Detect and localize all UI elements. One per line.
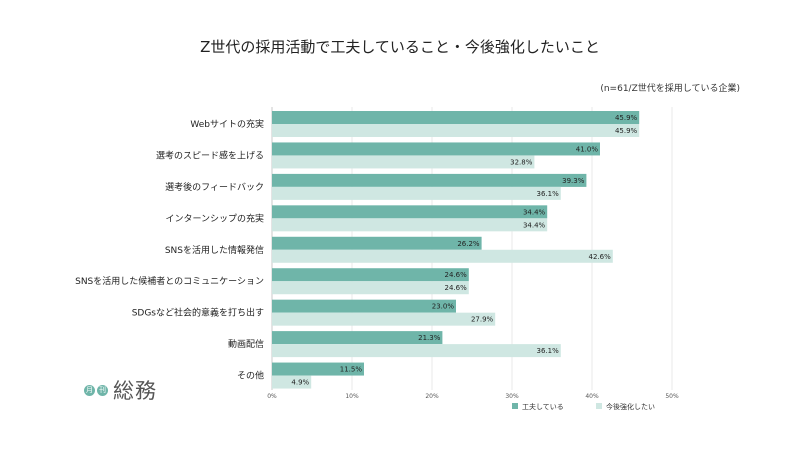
category-label: 動画配信 (228, 338, 264, 350)
bar (272, 124, 640, 137)
bar (272, 344, 561, 358)
data-label: 24.6% (445, 284, 468, 292)
bar (272, 362, 364, 376)
bar (272, 236, 482, 250)
category-label: SDGsなど社会的意義を打ち出す (132, 307, 264, 319)
data-label: 42.6% (589, 253, 612, 261)
data-label: 23.0% (432, 303, 455, 311)
data-label: 26.2% (457, 240, 480, 248)
bar (272, 111, 640, 124)
logo-dot-2: 刊 (97, 384, 108, 396)
data-label: 34.4% (523, 208, 546, 216)
data-label: 11.5% (340, 366, 363, 374)
data-label: 21.3% (418, 334, 441, 342)
bars (272, 111, 640, 389)
x-tick-label: 40% (585, 393, 599, 400)
bar (272, 331, 443, 345)
data-label: 24.6% (445, 271, 468, 279)
category-label: SNSを活用した候補者とのコミュニケーション (75, 275, 264, 287)
bar (272, 173, 587, 187)
bar (272, 375, 312, 389)
data-label: 27.9% (471, 316, 494, 324)
data-label: 34.4% (523, 221, 546, 229)
bar (272, 155, 535, 169)
data-label: 32.8% (510, 158, 533, 166)
bar (272, 205, 548, 219)
category-label: Webサイトの充実 (190, 118, 264, 130)
data-label: 36.1% (537, 347, 560, 355)
legend-label: 工夫している (522, 402, 564, 411)
bar (272, 186, 561, 200)
bar (272, 268, 469, 282)
legend-swatch (512, 403, 518, 409)
logo-text: 総務 (113, 379, 157, 403)
sample-note: (n=61/Z世代を採用している企業) (600, 84, 740, 94)
data-label: 41.0% (576, 145, 599, 153)
category-label: その他 (237, 370, 264, 382)
x-tick-label: 50% (665, 393, 679, 400)
x-tick-label: 10% (345, 393, 359, 400)
category-label: インターンシップの充実 (165, 212, 264, 224)
labels: 0% 10% 20% 30% 40% 50% Webサイトの充実 45.9% 45.9% 選考のス… (75, 114, 679, 400)
category-label: 選考のスピード感を上げる (156, 149, 264, 161)
x-tick-label: 30% (505, 393, 519, 400)
data-label: 4.9% (291, 379, 309, 387)
bar (272, 249, 613, 263)
data-label: 36.1% (537, 190, 560, 198)
gekkan-soumu-logo: 月 刊 総務 (84, 375, 157, 405)
legend: 工夫している 今後強化したい (512, 402, 655, 411)
x-tick-label: 20% (425, 393, 439, 400)
category-label: 選考後のフィードバック (165, 181, 264, 193)
x-tick-label: 0% (267, 393, 277, 400)
category-label: SNSを活用した情報発信 (165, 244, 264, 256)
data-label: 45.9% (615, 127, 638, 135)
bar (272, 312, 496, 326)
logo-dot-1: 月 (84, 384, 95, 396)
data-label: 45.9% (615, 114, 638, 122)
legend-swatch (596, 403, 602, 409)
legend-label: 今後強化したい (606, 402, 655, 411)
data-label: 39.3% (562, 177, 585, 185)
chart-title: Z世代の採用活動で工夫していること・今後強化したいこと (200, 38, 600, 56)
bar (272, 281, 469, 295)
bar (272, 218, 548, 232)
bar (272, 299, 456, 313)
bar (272, 142, 600, 156)
